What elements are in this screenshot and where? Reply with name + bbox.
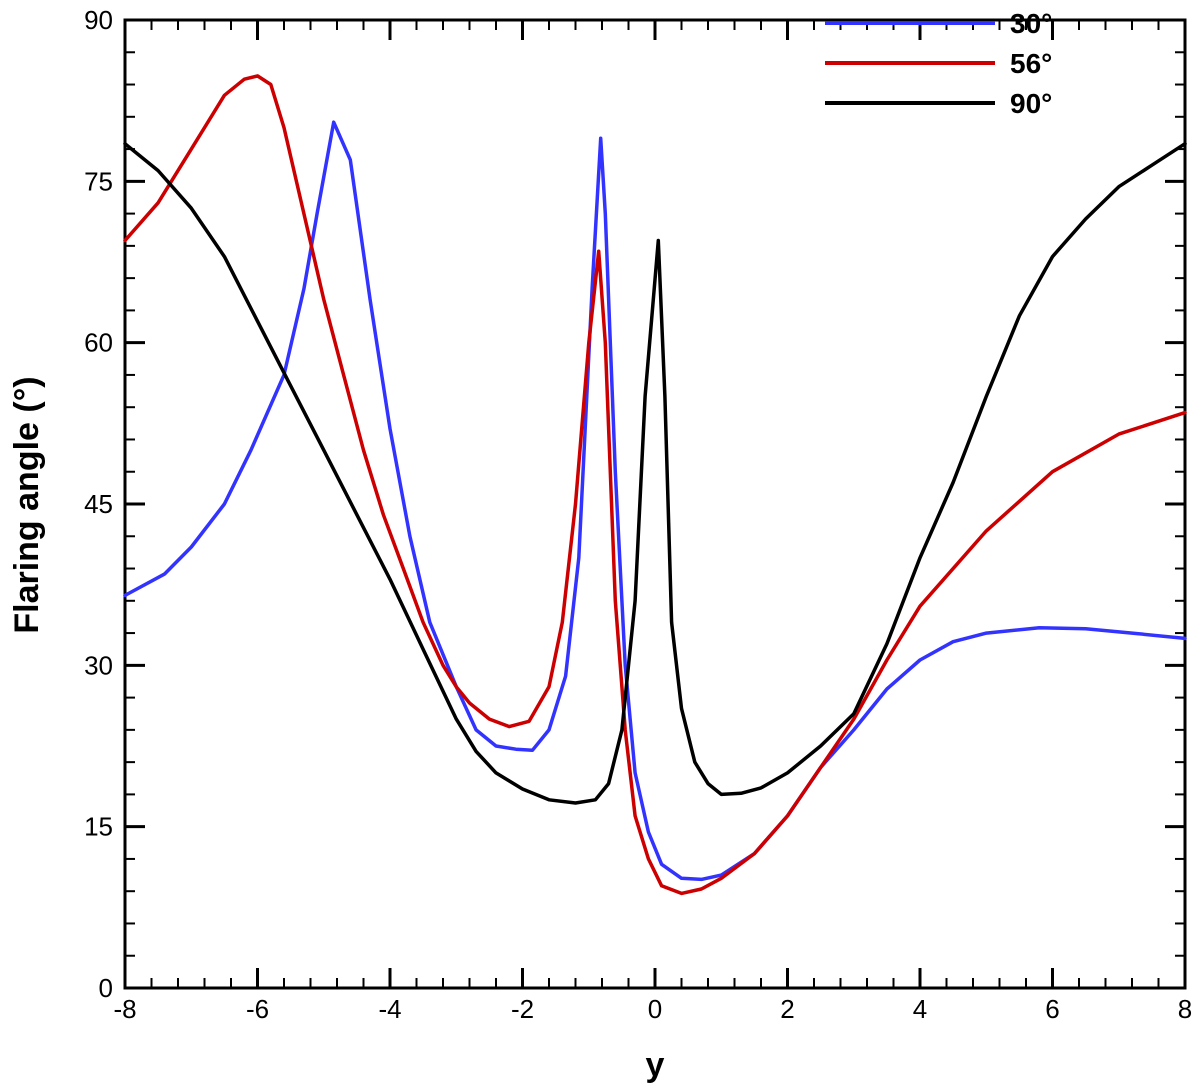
y-tick-label: 60	[84, 328, 113, 358]
x-tick-label: -6	[246, 994, 269, 1024]
y-tick-label: 90	[84, 5, 113, 35]
plot-frame	[123, 18, 1187, 990]
x-tick-label: 0	[648, 994, 662, 1024]
tick-labels: -8 -6 -4 -2 0 2 4 6 8 0 15 30 45 60 75 90	[84, 5, 1192, 1024]
y-axis-label: Flaring angle (°)	[8, 376, 46, 633]
x-tick-label: -2	[511, 994, 534, 1024]
y-tick-label: 30	[84, 650, 113, 680]
series-line-0	[123, 120, 1187, 882]
legend-label-1: 56°	[1010, 48, 1052, 79]
legend-label-2: 90°	[1010, 88, 1052, 119]
y-tick-label: 15	[84, 812, 113, 842]
x-tick-label: 2	[780, 994, 794, 1024]
x-tick-label: 6	[1045, 994, 1059, 1024]
x-tick-label: 8	[1178, 994, 1192, 1024]
x-tick-label: -4	[378, 994, 401, 1024]
ticks	[123, 18, 1187, 990]
series-lines	[123, 74, 1187, 896]
legend: 30° 56° 90°	[825, 8, 1052, 119]
y-tick-label: 45	[84, 489, 113, 519]
legend-label-0: 30°	[1010, 8, 1052, 39]
series-line-1	[123, 74, 1187, 896]
y-tick-label: 0	[99, 973, 113, 1003]
y-tick-label: 75	[84, 166, 113, 196]
x-tick-label: -8	[113, 994, 136, 1024]
axes	[123, 18, 1187, 990]
x-axis-label: y	[646, 1046, 665, 1084]
series-line-2	[123, 141, 1187, 805]
x-tick-label: 4	[913, 994, 927, 1024]
